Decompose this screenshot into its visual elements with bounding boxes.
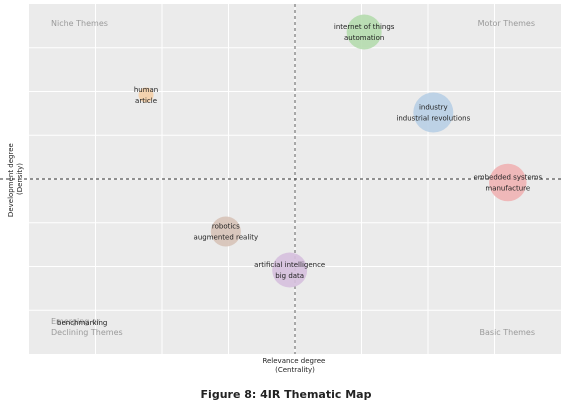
bubble-label-line: augmented reality — [194, 234, 259, 242]
quadrant-dividers — [0, 4, 561, 354]
quadrant-label-bottom-right: Basic Themes — [480, 328, 535, 337]
quadrant-labels: Niche Themes Motor Themes Emerging or Decli… — [51, 19, 535, 337]
bubble-label: robotics augmented reality — [194, 223, 259, 242]
bubble-label-line: industrial revolutions — [396, 115, 470, 123]
x-axis-title: Relevance degree (Centrality) — [262, 357, 327, 374]
x-axis-title-line1: Relevance degree — [262, 357, 325, 365]
bubble-labels: internet of things automation human article… — [57, 23, 542, 327]
y-axis-title-line1: Development degree — [7, 143, 15, 217]
bubble-label-line: internet of things — [334, 23, 395, 31]
bubble-label: human article — [134, 86, 158, 105]
bubble-label-line: industry — [419, 104, 448, 112]
bubble-label-line: robotics — [212, 223, 240, 231]
bubble-label: internet of things automation — [334, 23, 395, 42]
bubble — [272, 252, 308, 288]
bubble — [413, 92, 454, 133]
quadrant-label-top-right: Motor Themes — [478, 19, 535, 28]
quadrant-label-top-left: Niche Themes — [51, 19, 108, 28]
bubble-label-line: automation — [344, 34, 384, 42]
bubble-label: embedded systems manufacture — [473, 174, 542, 193]
bubble-label-line: human — [134, 86, 158, 94]
quadrant-label-line: Emerging or — [51, 317, 101, 326]
y-axis-title: Development degree (Density) — [7, 141, 24, 217]
bubble-label-line: manufacture — [485, 185, 530, 193]
bubble-label: industry industrial revolutions — [396, 104, 470, 123]
bubble-label-line: benchmarking — [57, 319, 107, 327]
figure-caption: Figure 8: 4IR Thematic Map — [201, 388, 372, 401]
quadrant-label-line: Niche Themes — [51, 19, 108, 28]
quadrant-label-line: Motor Themes — [478, 19, 535, 28]
bubble-label: artificial intelligence big data — [254, 261, 325, 280]
bubble — [489, 163, 527, 202]
bubble — [138, 87, 154, 103]
bubble-label: benchmarking — [57, 319, 107, 327]
bubble-label-line: embedded systems — [473, 174, 542, 182]
bubble-label-line: artificial intelligence — [254, 261, 325, 269]
quadrant-label-bottom-left: Emerging or Declining Themes — [51, 317, 123, 337]
quadrant-label-line: Basic Themes — [480, 328, 535, 337]
bubbles — [138, 14, 527, 288]
bubble-label-line: article — [135, 97, 157, 105]
bubble — [210, 216, 241, 247]
quadrant-label-line: Declining Themes — [51, 328, 123, 337]
bubble — [346, 14, 382, 50]
bubble-label-line: big data — [275, 272, 304, 280]
y-axis-title-line2: (Density) — [16, 163, 24, 195]
x-axis-title-line2: (Centrality) — [275, 366, 315, 374]
